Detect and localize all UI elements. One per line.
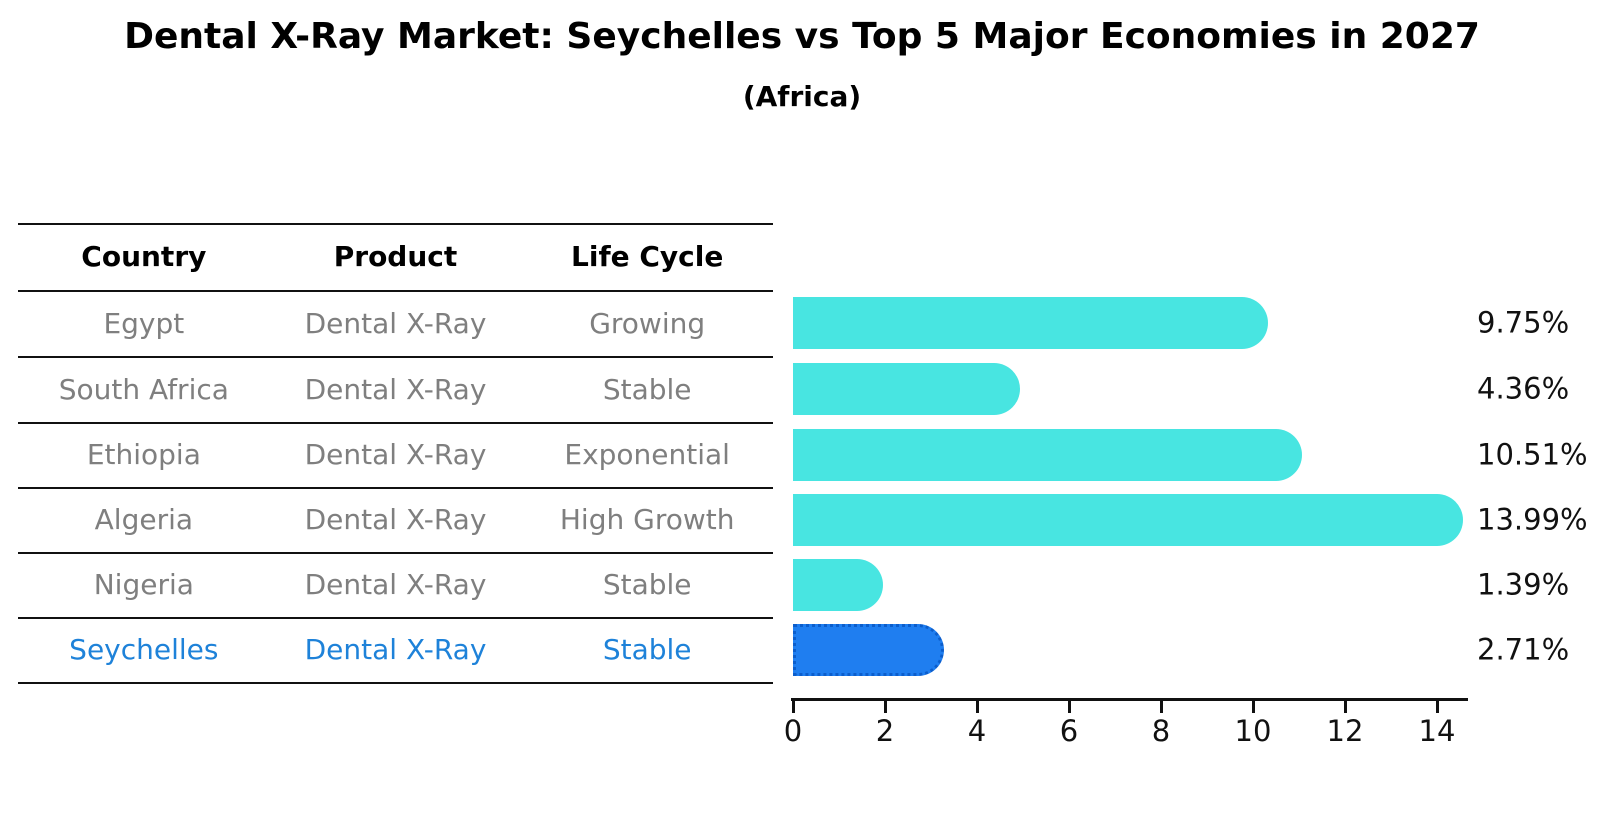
table-separator-line xyxy=(18,223,773,225)
x-axis-tick-label: 14 xyxy=(1418,714,1456,748)
cell-country: South Africa xyxy=(58,372,229,406)
column-header-lifecycle: Life Cycle xyxy=(571,240,724,273)
cell-product: Dental X-Ray xyxy=(304,372,487,406)
x-axis-tick xyxy=(976,701,979,713)
table-row: Egypt Dental X-Ray Growing xyxy=(18,290,773,356)
table-separator-line xyxy=(18,487,773,489)
x-axis-line xyxy=(791,698,1468,701)
cell-lifecycle: Stable xyxy=(602,633,692,666)
cell-lifecycle: Growing xyxy=(589,306,706,340)
bar-value-label: 10.51% xyxy=(1477,436,1588,471)
table-separator-line xyxy=(18,617,773,619)
x-axis-tick xyxy=(792,701,795,713)
cell-country: Egypt xyxy=(103,306,185,340)
bar-algeria xyxy=(793,493,1463,546)
cell-country: Nigeria xyxy=(93,568,194,601)
table-separator-line xyxy=(18,682,773,684)
x-axis-tick-label: 12 xyxy=(1326,714,1364,748)
cell-product: Dental X-Ray xyxy=(304,503,487,536)
bar-egypt xyxy=(793,297,1268,349)
cell-lifecycle: Stable xyxy=(602,568,692,601)
cell-lifecycle: Stable xyxy=(602,372,692,406)
bar-value-label: 1.39% xyxy=(1477,566,1570,601)
chart-title: Dental X-Ray Market: Seychelles vs Top 5… xyxy=(124,16,1480,57)
x-axis-tick xyxy=(1344,701,1347,713)
x-axis-tick-label: 2 xyxy=(875,714,895,748)
chart-subtitle: (Africa) xyxy=(742,80,862,113)
table-row: Ethiopia Dental X-Ray Exponential xyxy=(18,422,773,487)
bar-south-africa xyxy=(793,363,1020,415)
column-header-product: Product xyxy=(333,240,458,273)
x-axis-tick xyxy=(1068,701,1071,713)
x-axis-tick xyxy=(1436,701,1439,713)
bar-value-label: 4.36% xyxy=(1477,371,1570,406)
bar-nigeria xyxy=(793,558,883,611)
cell-lifecycle: High Growth xyxy=(559,503,735,536)
cell-product: Dental X-Ray xyxy=(304,568,487,601)
bar-ethiopia xyxy=(793,428,1303,481)
table-row: Seychelles Dental X-Ray Stable xyxy=(18,617,773,682)
x-axis-tick-label: 0 xyxy=(783,714,803,748)
cell-product: Dental X-Ray xyxy=(304,633,487,666)
cell-product: Dental X-Ray xyxy=(304,438,487,471)
column-header-country: Country xyxy=(81,240,207,273)
table-separator-line xyxy=(18,290,773,292)
cell-lifecycle: Exponential xyxy=(564,438,730,471)
cell-country: Algeria xyxy=(94,503,194,536)
table-row: Algeria Dental X-Ray High Growth xyxy=(18,487,773,552)
cell-product: Dental X-Ray xyxy=(304,306,487,340)
x-axis-tick xyxy=(884,701,887,713)
bar-value-label: 9.75% xyxy=(1477,305,1570,340)
x-axis-tick-label: 10 xyxy=(1234,714,1272,748)
table-row: South Africa Dental X-Ray Stable xyxy=(18,356,773,422)
bar-value-label: 13.99% xyxy=(1477,501,1588,536)
x-axis-tick-label: 6 xyxy=(1059,714,1079,748)
table-separator-line xyxy=(18,422,773,424)
bar-seychelles xyxy=(793,623,944,676)
x-axis-tick xyxy=(1160,701,1163,713)
bar-value-label: 2.71% xyxy=(1477,631,1570,666)
cell-country: Ethiopia xyxy=(86,438,201,471)
cell-country: Seychelles xyxy=(69,633,219,666)
table-separator-line xyxy=(18,552,773,554)
x-axis-tick-label: 4 xyxy=(967,714,987,748)
x-axis-tick-label: 8 xyxy=(1151,714,1171,748)
table-header-row: Country Product Life Cycle xyxy=(18,223,773,290)
table-row: Nigeria Dental X-Ray Stable xyxy=(18,552,773,617)
table-separator-line xyxy=(18,356,773,358)
x-axis-tick xyxy=(1252,701,1255,713)
